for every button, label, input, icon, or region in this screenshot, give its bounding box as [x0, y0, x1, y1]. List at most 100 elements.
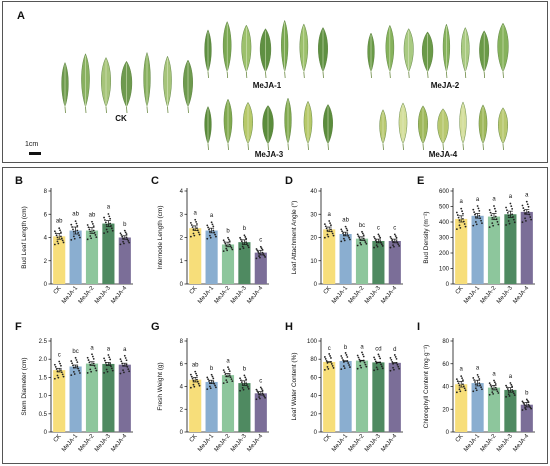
- data-point-f-1: [76, 365, 79, 368]
- data-point-g-2: [225, 379, 228, 382]
- data-point-h-3: [374, 358, 376, 361]
- bar-f-1: [69, 366, 82, 432]
- data-point-d-3: [375, 244, 378, 247]
- bar-h-3: [372, 362, 385, 432]
- data-point-e-3: [505, 224, 507, 226]
- sig-letter-e-2: a: [492, 197, 496, 203]
- x-tick-label-i-4: MeJA-4: [512, 433, 530, 453]
- data-point-b-2: [89, 235, 92, 237]
- data-point-d-3: [377, 233, 380, 236]
- data-point-i-2: [488, 382, 491, 385]
- data-point-i-2: [489, 384, 492, 386]
- data-point-b-0: [61, 239, 64, 242]
- data-point-g-0: [193, 385, 196, 388]
- data-point-b-1: [77, 231, 80, 234]
- data-point-g-1: [213, 382, 216, 385]
- data-point-f-1: [75, 359, 78, 361]
- data-point-d-1: [346, 229, 349, 232]
- data-point-c-0: [193, 234, 196, 237]
- data-point-b-4: [119, 243, 122, 246]
- sig-letter-b-2: ab: [89, 212, 96, 218]
- data-point-e-4: [521, 204, 524, 207]
- data-point-c-2: [230, 246, 233, 249]
- bar-i-2: [487, 387, 501, 432]
- data-point-i-4: [524, 404, 526, 407]
- group-label-meja3: MeJA-3: [254, 150, 284, 159]
- data-point-i-3: [505, 395, 507, 398]
- leaf-ck: [183, 59, 193, 114]
- data-point-e-0: [461, 210, 463, 213]
- data-point-c-3: [244, 236, 247, 238]
- data-point-d-1: [340, 240, 343, 243]
- data-point-d-4: [397, 243, 400, 246]
- data-point-i-3: [509, 382, 512, 384]
- data-point-g-1: [210, 373, 213, 376]
- data-point-b-0: [55, 234, 58, 237]
- data-point-c-1: [208, 228, 210, 231]
- data-point-c-1: [210, 221, 213, 224]
- bar-b-4: [118, 237, 131, 284]
- data-point-i-0: [455, 391, 458, 394]
- data-point-g-4: [255, 398, 258, 401]
- data-point-i-4: [526, 399, 529, 402]
- y-axis-label-b: Bud Leaf Length (cm): [21, 206, 28, 269]
- data-point-g-2: [227, 366, 229, 369]
- data-point-g-4: [259, 397, 261, 400]
- x-tick-label-f-0: CK: [53, 433, 63, 443]
- data-point-g-1: [207, 378, 210, 381]
- data-point-g-1: [215, 386, 217, 389]
- data-point-d-0: [331, 232, 334, 235]
- data-point-d-3: [381, 245, 384, 247]
- panel-letter-b: B: [15, 175, 23, 187]
- data-point-c-4: [261, 251, 264, 254]
- data-point-e-1: [478, 214, 481, 217]
- data-point-e-1: [474, 213, 476, 216]
- data-point-i-4: [529, 406, 532, 409]
- x-tick-label-f-1: MeJA-1: [61, 433, 79, 453]
- sig-letter-c-3: b: [243, 226, 247, 232]
- data-point-h-3: [375, 366, 378, 369]
- leaf-ck: [101, 57, 111, 114]
- data-point-i-1: [474, 381, 476, 383]
- y-tick-label-h: 0: [314, 430, 318, 436]
- sig-letter-i-3: a: [509, 374, 513, 380]
- bar-e-4: [520, 211, 533, 284]
- data-point-c-2: [225, 247, 228, 250]
- data-point-f-3: [103, 357, 105, 360]
- data-point-i-4: [525, 398, 528, 401]
- x-tick-label-e-4: MeJA-4: [512, 285, 530, 305]
- data-point-c-4: [258, 252, 260, 255]
- data-point-d-1: [344, 225, 347, 228]
- leaf-meja4: [459, 101, 467, 151]
- data-point-d-2: [359, 242, 362, 244]
- data-point-f-4: [119, 358, 122, 361]
- bar-e-2: [487, 216, 501, 284]
- data-point-b-0: [58, 227, 61, 230]
- data-point-h-0: [331, 365, 334, 367]
- data-point-h-0: [330, 357, 332, 359]
- data-point-i-3: [513, 394, 516, 396]
- x-tick-label-e-0: CK: [455, 285, 465, 295]
- data-point-d-3: [374, 239, 377, 242]
- data-point-e-0: [455, 211, 458, 214]
- data-point-f-2: [91, 355, 94, 358]
- bar-b-3: [102, 223, 115, 284]
- sig-letter-h-2: a: [360, 344, 364, 350]
- data-point-g-4: [261, 392, 264, 395]
- data-point-c-4: [255, 257, 258, 260]
- y-axis-label-h: Leaf Water Content (%): [291, 352, 298, 420]
- data-point-h-4: [393, 368, 395, 371]
- data-point-g-2: [228, 370, 231, 373]
- data-point-d-0: [328, 220, 331, 222]
- data-point-c-3: [247, 246, 250, 249]
- leaf-meja1: [222, 21, 232, 79]
- data-point-h-1: [346, 356, 349, 358]
- panel-letter-a: A: [17, 10, 25, 22]
- data-point-d-1: [346, 233, 349, 235]
- data-point-b-4: [122, 240, 124, 243]
- data-point-c-4: [258, 255, 260, 258]
- x-tick-label-g-2: MeJA-2: [214, 433, 232, 453]
- data-point-c-4: [259, 245, 262, 248]
- data-point-i-3: [506, 386, 508, 389]
- data-point-b-0: [57, 242, 60, 245]
